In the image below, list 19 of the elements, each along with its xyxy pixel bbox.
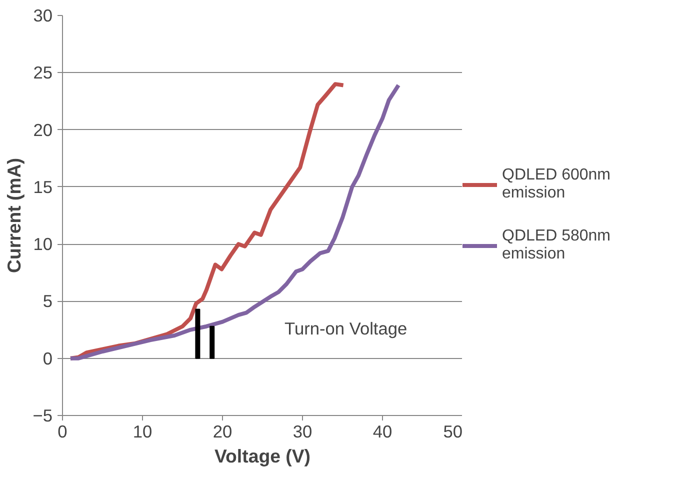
x-tick-label: 40 — [372, 422, 392, 442]
x-axis-title: Voltage (V) — [214, 446, 311, 466]
x-tick-label: 10 — [132, 422, 152, 442]
legend-label: QDLED 600nm emission — [502, 166, 610, 202]
x-tick-label: 50 — [443, 422, 463, 442]
y-axis-title: Current (mA) — [4, 158, 25, 274]
x-tick-label: 30 — [292, 422, 312, 442]
y-tick-label: 10 — [33, 234, 53, 254]
y-tick-label: −5 — [32, 406, 53, 426]
y-tick-label: 0 — [42, 348, 53, 368]
y-tick-label: 25 — [33, 62, 53, 83]
legend-label: QDLED 580nm emission — [502, 228, 610, 264]
annotation: Turn-on Voltage — [284, 318, 408, 339]
y-tick-label: 5 — [42, 291, 53, 312]
y-tick-label: 30 — [33, 6, 53, 26]
x-tick-label: 0 — [58, 422, 68, 442]
x-tick-label: 20 — [212, 422, 232, 442]
y-tick-label: 15 — [33, 176, 53, 197]
y-tick-label: 20 — [33, 120, 53, 140]
